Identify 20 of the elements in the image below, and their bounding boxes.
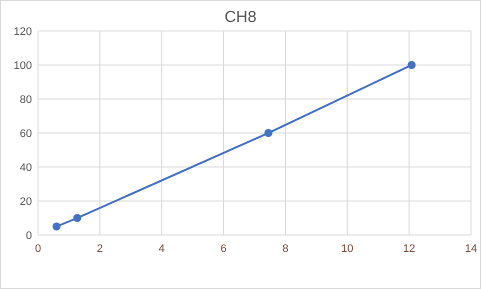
y-tick-label: 60 [20, 128, 32, 140]
y-tick-label: 40 [20, 162, 32, 174]
y-tick-label: 100 [14, 60, 32, 72]
x-tick-label: 4 [158, 243, 165, 255]
y-tick-label: 80 [20, 94, 32, 106]
x-tick-label: 2 [96, 243, 103, 255]
x-tick-label: 8 [282, 243, 288, 255]
x-tick-label: 14 [464, 243, 478, 255]
point [52, 222, 61, 230]
x-tick-label: 6 [220, 243, 227, 255]
point [73, 214, 82, 222]
x-tick-label: 10 [341, 243, 354, 255]
x-tick-label: 0 [34, 243, 42, 255]
x-tick-label: 12 [403, 243, 416, 255]
chart-title: CH8 [224, 9, 257, 26]
y-tick-label: 20 [20, 196, 32, 208]
point [408, 61, 416, 69]
y-tick-label: 0 [26, 230, 32, 242]
y-tick-label: 120 [14, 26, 32, 38]
point [264, 129, 272, 137]
